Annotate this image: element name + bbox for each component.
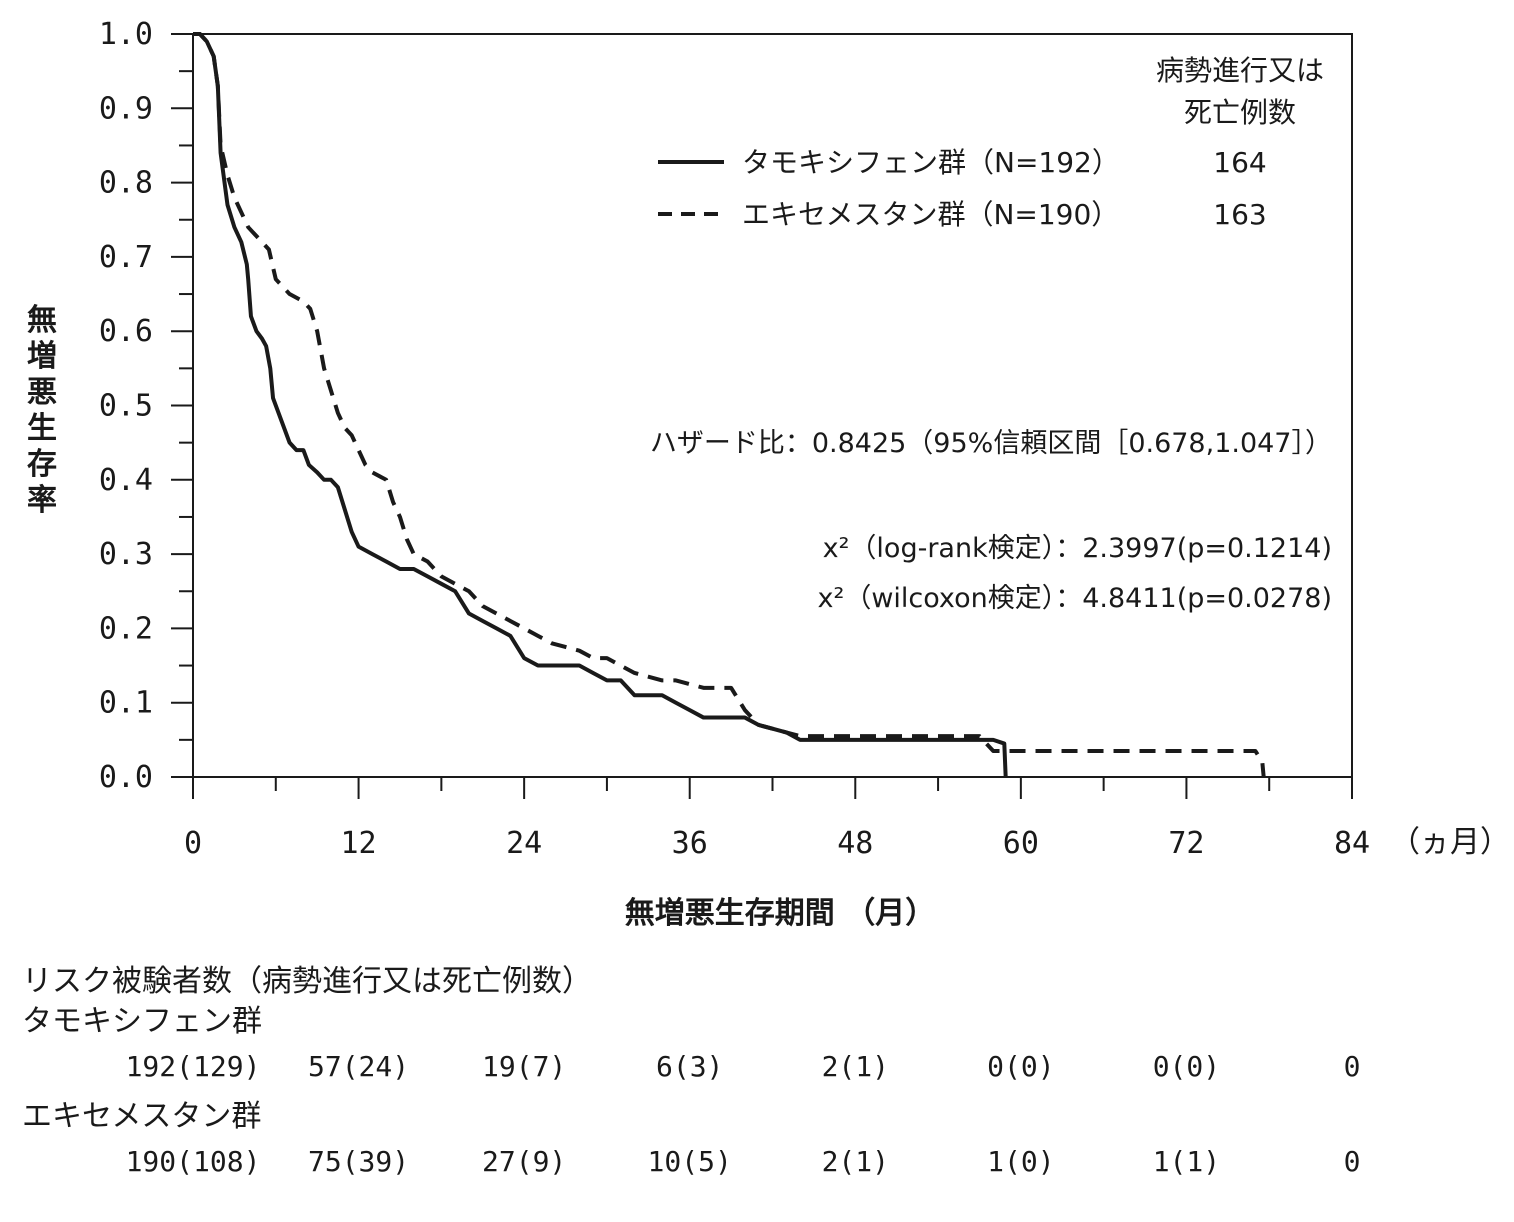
legend-label-tamoxifen: タモキシフェン群（N=192）: [742, 146, 1120, 179]
series-layer: [193, 32, 1266, 778]
risk-cell: 192(129): [125, 1050, 261, 1083]
risk-cell: 75(39): [307, 1145, 410, 1178]
legend: 病勢進行又は 死亡例数 タモキシフェン群（N=192） 164 エキセメスタン群…: [658, 54, 1324, 231]
logrank-text: x²（log-rank検定）：2.3997(p=0.1214): [823, 533, 1332, 564]
x-tick-label: 0: [184, 826, 202, 861]
risk-cell: 0: [1343, 1050, 1361, 1083]
y-axis-title: 無増悪生存率: [27, 303, 57, 518]
legend-label-exemestane: エキセメスタン群（N=190）: [742, 198, 1119, 231]
risk-table: リスク被験者数（病勢進行又は死亡例数） タモキシフェン群 192(129) 57(…: [22, 962, 1502, 1212]
wilcoxon-text: x²（wilcoxon検定）：4.8411(p=0.0278): [818, 583, 1332, 614]
y-tick-label: 0.4: [99, 463, 153, 498]
y-tick-label: 0.0: [99, 760, 153, 795]
y-tick-label: 0.5: [99, 389, 153, 424]
y-tick-label: 0.8: [99, 166, 153, 201]
risk-table-title: リスク被験者数（病勢進行又は死亡例数）: [22, 964, 592, 999]
hazard-ratio-text: ハザード比：0.8425（95%信頼区間［0.678,1.047］）: [650, 428, 1332, 459]
legend-events-exemestane: 163: [1213, 198, 1266, 231]
risk-group-tamoxifen-label: タモキシフェン群: [22, 1004, 262, 1039]
y-tick-label: 0.7: [99, 240, 153, 275]
risk-row-tamoxifen: 192(129) 57(24) 19(7) 6(3) 2(1) 0(0) 0(0) 0: [22, 1042, 1502, 1097]
x-tick-label: 48: [837, 826, 873, 861]
y-tick-label: 0.6: [99, 314, 153, 349]
x-tick-label: 72: [1168, 826, 1204, 861]
y-tick-label: 0.9: [99, 91, 153, 126]
x-tick-label: 12: [341, 826, 377, 861]
tamoxifen-curve: [193, 32, 1008, 778]
stats-annotations: ハザード比：0.8425（95%信頼区間［0.678,1.047］） x²（lo…: [650, 428, 1332, 614]
risk-cell: 1(0): [987, 1145, 1055, 1178]
risk-cell: 19(7): [481, 1050, 567, 1083]
legend-header-line1: 病勢進行又は: [1156, 54, 1324, 87]
y-tick-label: 0.1: [99, 686, 153, 721]
y-tick-label: 0.3: [99, 537, 153, 572]
risk-cell: 190(108): [125, 1145, 261, 1178]
risk-cell: 0: [1343, 1145, 1361, 1178]
y-tick-label: 1.0: [99, 17, 153, 52]
x-unit-label: （ヵ月）: [1390, 825, 1510, 860]
exemestane-curve: [193, 32, 1266, 778]
legend-events-tamoxifen: 164: [1213, 146, 1266, 179]
risk-row-exemestane: 190(108) 75(39) 27(9) 10(5) 2(1) 1(0) 1(1) 0: [22, 1137, 1502, 1192]
risk-cell: 27(9): [481, 1145, 567, 1178]
risk-cell: 0(0): [987, 1050, 1055, 1083]
axes-layer: 0.0 0.1 0.2 0.3 0.4 0.5 0.6 0.7 0.8 0.9 1.0 0 12 24 36…: [99, 17, 1370, 861]
x-tick-label: 36: [672, 826, 708, 861]
risk-group-exemestane-label: エキセメスタン群: [22, 1099, 262, 1134]
risk-cell: 57(24): [307, 1050, 410, 1083]
x-tick-label: 60: [1003, 826, 1039, 861]
risk-cell: 2(1): [821, 1145, 889, 1178]
x-axis-title: 無増悪生存期間 （月）: [625, 896, 935, 931]
km-chart: 0.0 0.1 0.2 0.3 0.4 0.5 0.6 0.7 0.8 0.9 1.0 0 12 24 36…: [27, 17, 1510, 931]
legend-header-line2: 死亡例数: [1184, 96, 1296, 129]
x-tick-label: 84: [1334, 826, 1370, 861]
y-tick-label: 0.2: [99, 611, 153, 646]
risk-cell: 0(0): [1152, 1050, 1221, 1083]
x-tick-label: 24: [506, 826, 542, 861]
risk-cell: 10(5): [647, 1145, 732, 1178]
risk-cell: 2(1): [821, 1050, 889, 1083]
risk-cell: 6(3): [655, 1050, 724, 1083]
risk-cell: 1(1): [1152, 1145, 1221, 1178]
